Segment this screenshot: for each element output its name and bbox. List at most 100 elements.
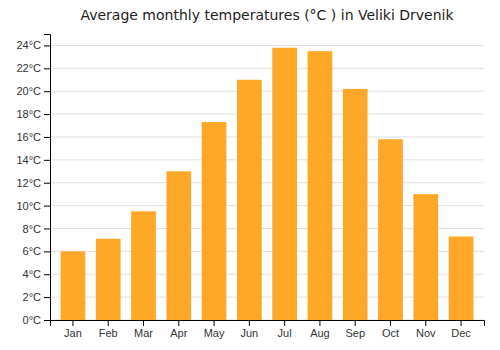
tick-mark [319,320,320,326]
tick-mark [461,320,462,326]
tick: 18°C [16,108,50,120]
tick-mark [44,68,50,69]
axis-line [51,321,485,327]
tick-label: 0°C [23,314,42,326]
tick: 8°C [23,223,50,235]
tick-label: Mar [134,327,153,339]
bar [449,236,474,320]
bar [308,51,333,320]
bar [166,171,191,320]
grid-line [50,68,484,69]
tick-label: Aug [310,327,330,339]
tick-label: Jun [240,327,258,339]
tick: 14°C [16,154,50,166]
tick: 10°C [16,200,50,212]
grid-line [50,159,484,160]
tick-mark [143,320,144,326]
tick-label: Apr [170,327,187,339]
bar [131,211,156,320]
tick-mark [44,160,50,161]
bar [272,48,297,320]
tick-mark [44,297,50,298]
tick-label: Oct [382,327,399,339]
tick-label: Jul [278,327,292,339]
y-axis: 0°C 2°C 4°C 6°C 8°C 10°C 12°C 14°C 16°C 18°C 20°C 2… [16,35,50,327]
grid-line [50,136,484,137]
tick-mark [44,114,50,115]
grid-line [50,182,484,183]
tick-mark [425,320,426,326]
tick: 20°C [16,85,50,97]
tick-label: 16°C [16,131,41,143]
tick: Jul [278,320,292,339]
tick: 22°C [16,62,50,74]
tick-mark [44,206,50,207]
tick: Jun [240,320,258,339]
tick: 12°C [16,177,50,189]
bars [61,48,474,320]
tick-label: 18°C [16,108,41,120]
tick-mark [355,320,356,326]
tick: May [204,320,225,339]
bar [413,194,438,320]
tick-label: 6°C [23,245,42,257]
grid-line [50,45,484,46]
tick-label: 12°C [16,177,41,189]
tick-label: 22°C [16,62,41,74]
tick-mark [44,91,50,92]
grid-line [50,114,484,115]
bar [343,89,368,320]
tick: 0°C [23,314,50,326]
tick-mark [44,183,50,184]
tick-label: 24°C [16,39,41,51]
tick-label: 14°C [16,154,41,166]
tick-mark [44,251,50,252]
bar [202,122,227,320]
tick: 6°C [23,245,50,257]
tick-mark [72,320,73,326]
chart: Jan Feb Mar Apr May Jun Jul Aug Sep Oct Nov Dec 0°C 2… [0,0,500,350]
tick: 2°C [23,291,50,303]
tick-mark [44,274,50,275]
bar [61,251,86,320]
tick-mark [390,320,391,326]
tick: 24°C [16,39,50,51]
tick-mark [44,228,50,229]
tick-label: 8°C [23,223,42,235]
grid [50,45,484,320]
tick-mark [44,137,50,138]
tick-mark [108,320,109,326]
tick-mark [284,320,285,326]
tick: Apr [170,320,187,339]
tick-label: Sep [345,327,365,339]
grid-line [50,91,484,92]
tick-mark [44,320,50,321]
bar [378,139,403,320]
tick-label: May [204,327,225,339]
tick-mark [44,45,50,46]
tick-mark [214,320,215,326]
tick-label: 4°C [23,268,42,280]
tick: Nov [416,320,436,339]
tick-label: 10°C [16,200,41,212]
tick-label: 20°C [16,85,41,97]
tick: Oct [382,320,399,339]
tick: Mar [134,320,153,339]
title: Average monthly temperatures (°C ) in Ve… [80,7,454,23]
tick-label: 2°C [23,291,42,303]
x-axis: Jan Feb Mar Apr May Jun Jul Aug Sep Oct Nov Dec [51,320,485,339]
tick: 16°C [16,131,50,143]
tick-label: Dec [451,327,471,339]
tick-mark [249,320,250,326]
tick: Sep [345,320,365,339]
tick-mark [178,320,179,326]
tick: Aug [310,320,330,339]
tick: Feb [99,320,118,339]
tick-label: Jan [64,327,82,339]
tick-label: Feb [99,327,118,339]
bar [237,80,262,320]
plot: Jan Feb Mar Apr May Jun Jul Aug Sep Oct Nov Dec 0°C 2… [16,35,484,339]
bar [96,239,121,320]
tick-label: Nov [416,327,436,339]
tick: 4°C [23,268,50,280]
